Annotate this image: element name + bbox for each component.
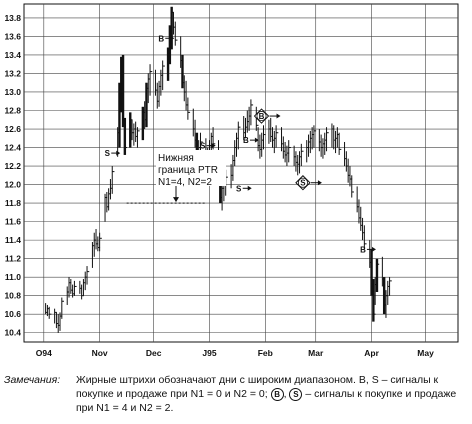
- price-bar: [288, 140, 291, 163]
- price-bar: [255, 106, 259, 131]
- circled-s-symbol: S: [289, 387, 303, 401]
- y-tick-label: 12.4: [4, 143, 21, 153]
- note-label: Замечания:: [4, 374, 61, 386]
- y-tick-label: 12.8: [4, 105, 21, 115]
- price-bar: [313, 125, 317, 148]
- signal-label-b: B: [158, 34, 164, 43]
- note-text-part1: Жирные штрихи обозначают дни с широким д…: [76, 374, 439, 400]
- x-tick-label: May: [417, 348, 434, 358]
- plot-area: [23, 3, 459, 343]
- circled-signal-s: S: [300, 179, 306, 188]
- price-bar: [263, 125, 266, 150]
- x-tick-label: Mar: [308, 348, 324, 358]
- signal-label-b: B: [360, 245, 366, 254]
- y-tick-label: 10.8: [4, 291, 21, 301]
- x-tick-label: Feb: [258, 348, 273, 358]
- circled-signal-circle: [256, 111, 267, 122]
- grid-lines: [24, 4, 458, 342]
- x-tick-label: J95: [202, 348, 216, 358]
- price-bar: [61, 297, 65, 319]
- signal-arrowhead: [317, 180, 322, 186]
- x-tick-label: O94: [36, 348, 52, 358]
- signal-arrowhead: [254, 137, 259, 143]
- price-bar: [275, 125, 279, 148]
- y-tick-label: 13.6: [4, 31, 21, 41]
- ptr-annotation: Нижняя граница PTR N1=4, N2=2: [156, 150, 226, 188]
- y-tick-label: 12.6: [4, 124, 21, 134]
- y-tick-label: 11.6: [5, 217, 21, 227]
- price-bar: [86, 266, 90, 285]
- x-tick-label: Nov: [92, 348, 108, 358]
- y-tick-label: 11.8: [5, 198, 21, 208]
- price-bars: [45, 6, 392, 333]
- ptr-annotation-line-1: Нижняя: [158, 153, 194, 164]
- y-tick-label: 13.8: [4, 13, 21, 23]
- signal-arrowhead: [276, 113, 281, 119]
- price-bar: [372, 279, 376, 322]
- ptr-arrowhead: [173, 197, 179, 203]
- signal-label-s: S: [105, 149, 111, 158]
- signal-arrowhead: [170, 35, 175, 41]
- price-bar: [363, 225, 367, 250]
- price-bar: [73, 280, 77, 296]
- price-bar: [338, 132, 342, 155]
- ptr-annotation-box: [156, 150, 226, 186]
- signal-annotations: S B S B S B B S: [105, 34, 376, 254]
- signal-arrowhead: [371, 246, 376, 252]
- signal-label-b: B: [243, 136, 249, 145]
- price-bar: [149, 64, 153, 96]
- price-bar: [375, 258, 380, 292]
- x-axis-ticks: O94 Nov Dec J95 Feb Mar Apr May: [36, 348, 434, 358]
- price-bar: [389, 277, 392, 296]
- price-bar: [174, 21, 178, 46]
- note-text: Жирные штрихи обозначают дни с широким д…: [76, 373, 468, 415]
- y-tick-label: 11.0: [5, 272, 21, 282]
- price-bar: [162, 60, 165, 91]
- ptr-annotation-line-3: N1=4, N2=2: [158, 177, 212, 188]
- price-bar: [351, 175, 354, 198]
- x-tick-label: Apr: [364, 348, 379, 358]
- signal-label-s: S: [236, 184, 242, 193]
- y-tick-label: 12.2: [4, 161, 21, 171]
- signal-label-s: S: [200, 142, 206, 151]
- price-bar: [136, 127, 140, 148]
- signal-arrowhead: [247, 185, 252, 191]
- y-tick-label: 13.2: [4, 68, 21, 78]
- y-tick-label: 13.0: [4, 87, 21, 97]
- price-bar: [48, 306, 52, 319]
- y-tick-label: 10.4: [4, 328, 21, 338]
- note-text-part2: – сигналы к покупке и продаже при N1 = 4…: [76, 388, 457, 414]
- circled-signal-circle: [297, 177, 308, 188]
- price-bar: [237, 121, 241, 150]
- signal-arrowhead: [116, 150, 121, 156]
- price-bar: [111, 166, 115, 194]
- price-bar: [326, 127, 329, 152]
- price-bar: [123, 117, 128, 155]
- price-bar: [99, 232, 102, 252]
- y-axis-ticks: 13.8 13.6 13.4 13.2 13.0 12.8 12.6 12.4 12.2 12.0…: [4, 13, 21, 338]
- y-tick-label: 12.0: [4, 180, 21, 190]
- note-separator: ,: [283, 388, 287, 400]
- circled-b-symbol: B: [270, 387, 284, 401]
- price-bar: [300, 143, 304, 167]
- circled-signal-b: B: [259, 112, 265, 121]
- price-bar: [250, 99, 254, 126]
- signal-arrowhead: [211, 143, 216, 149]
- y-tick-label: 10.6: [4, 309, 21, 319]
- ptr-annotation-line-2: граница PTR: [158, 165, 218, 176]
- y-tick-label: 11.4: [5, 235, 21, 245]
- y-tick-label: 13.4: [4, 50, 21, 60]
- price-chart: 13.8 13.6 13.4 13.2 13.0 12.8 12.6 12.4 12.2 12.0…: [4, 3, 459, 358]
- y-tick-label: 11.2: [5, 254, 21, 264]
- price-bar: [187, 97, 191, 120]
- x-tick-label: Dec: [146, 348, 162, 358]
